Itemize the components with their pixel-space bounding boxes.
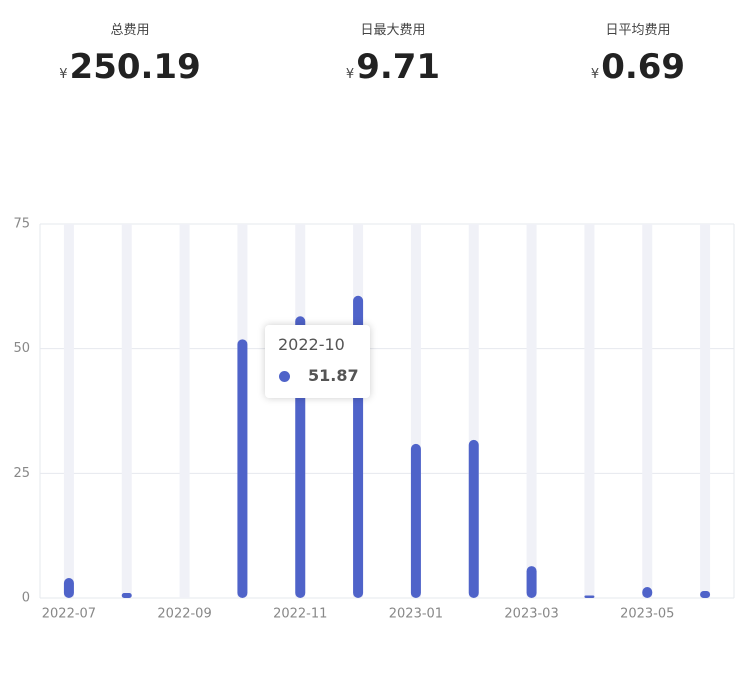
bar-background — [121, 224, 132, 598]
amount: 9.71 — [356, 47, 441, 87]
tooltip: 2022-10 51.87 — [265, 325, 370, 398]
y-tick-label: 0 — [22, 591, 30, 606]
stat-value: ¥250.19 — [30, 44, 230, 98]
tooltip-title: 2022-10 — [278, 335, 345, 354]
y-tick-label: 25 — [13, 466, 30, 481]
x-tick-label: 2023-05 — [620, 607, 674, 622]
stat-label: 日最大费用 — [360, 23, 426, 38]
currency: ¥ — [590, 67, 600, 82]
bar-background — [584, 224, 595, 598]
stat: 总费用 ¥250.19 — [30, 18, 230, 98]
bar — [526, 566, 537, 598]
bar-background — [63, 224, 74, 598]
bar — [410, 443, 421, 598]
bar-background — [179, 224, 190, 598]
bar-background — [642, 224, 653, 598]
bar-background — [526, 224, 537, 598]
y-tick-label: 50 — [13, 341, 30, 356]
bar-background — [700, 224, 711, 598]
amount: 0.69 — [601, 47, 686, 87]
currency: ¥ — [345, 67, 355, 82]
stat: 日最大费用 ¥9.71 — [293, 18, 493, 98]
amount: 250.19 — [69, 47, 201, 87]
x-tick-label: 2023-03 — [504, 607, 558, 622]
currency: ¥ — [59, 67, 68, 82]
x-tick-label: 2022-09 — [157, 607, 211, 622]
bar — [121, 593, 132, 598]
x-tick-label: 2022-11 — [273, 607, 327, 622]
stat: 日平均费用 ¥0.69 — [538, 18, 738, 98]
stat-label: 日平均费用 — [605, 23, 671, 38]
x-tick-label: 2023-01 — [389, 607, 443, 622]
bar — [63, 578, 74, 598]
tooltip-marker — [279, 371, 290, 382]
bar-background — [410, 224, 421, 598]
bar — [584, 595, 595, 598]
bar-background — [468, 224, 479, 598]
x-tick-label: 2022-07 — [42, 607, 96, 622]
bar — [642, 587, 653, 598]
stat-value: ¥9.71 — [293, 44, 493, 98]
bar — [468, 439, 479, 598]
stat-label: 总费用 — [110, 23, 150, 38]
y-tick-label: 75 — [13, 217, 30, 232]
tooltip-value: 51.87 — [308, 366, 359, 385]
bar — [237, 339, 248, 598]
stat-value: ¥0.69 — [538, 44, 738, 98]
bar — [700, 591, 711, 598]
